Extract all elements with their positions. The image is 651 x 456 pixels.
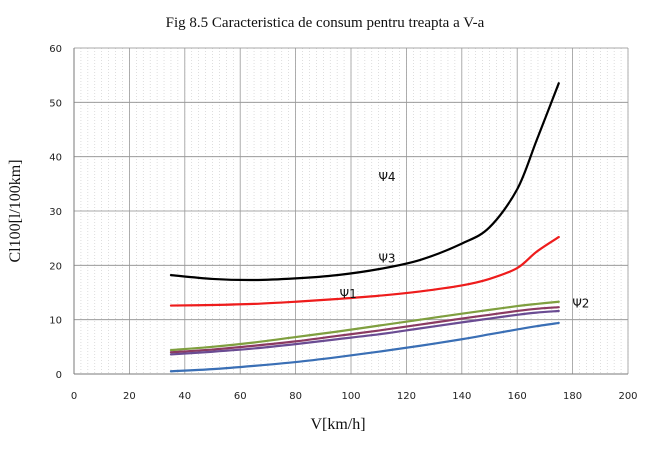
series-line-2 [169,235,560,307]
x-tick-label: 60 [234,391,247,402]
x-tick-label: 140 [452,391,471,402]
series-line-4 [169,306,560,354]
series-annotation-4: Ψ2 [572,297,589,311]
series-line-5 [169,309,560,356]
series-line-6 [169,321,560,373]
grid [73,47,629,375]
y-tick-label: 20 [49,261,62,272]
x-tick-label: 20 [123,391,136,402]
series-annotations: Ψ4 Ψ3 Ψ1 Ψ2 [340,170,590,311]
series-line-3 [169,300,560,352]
series-lines [169,82,560,373]
y-tick-label: 40 [49,153,62,164]
y-tick-label: 50 [49,98,62,109]
x-tick-label: 160 [508,391,527,402]
series-line-1 [169,82,560,282]
x-tick-label: 120 [397,391,416,402]
x-tick-label: 40 [178,391,191,402]
axes [73,48,628,375]
x-axis-title: V[km/h] [310,416,365,433]
x-tick-label: 200 [618,391,637,402]
x-tick-label: 80 [289,391,302,402]
y-tick-label: 30 [49,207,62,218]
y-axis-title: Cl100[l/100km] [7,159,24,262]
series-annotation-1: Ψ4 [378,170,395,184]
y-tick-label: 10 [49,316,62,327]
series-annotation-2: Ψ3 [378,252,395,266]
y-tick-label: 60 [49,44,62,55]
y-tick-label: 0 [56,370,62,381]
chart-title: Fig 8.5 Caracteristica de consum pentru … [166,15,485,31]
x-tick-label: 0 [71,391,77,402]
x-tick-label: 180 [563,391,582,402]
x-tick-label: 100 [341,391,360,402]
series-annotation-3: Ψ1 [340,287,357,301]
tick-labels: 0 20 40 60 80 100 120 140 160 180 200 0 10 20 30 40 50 60 [49,44,637,402]
